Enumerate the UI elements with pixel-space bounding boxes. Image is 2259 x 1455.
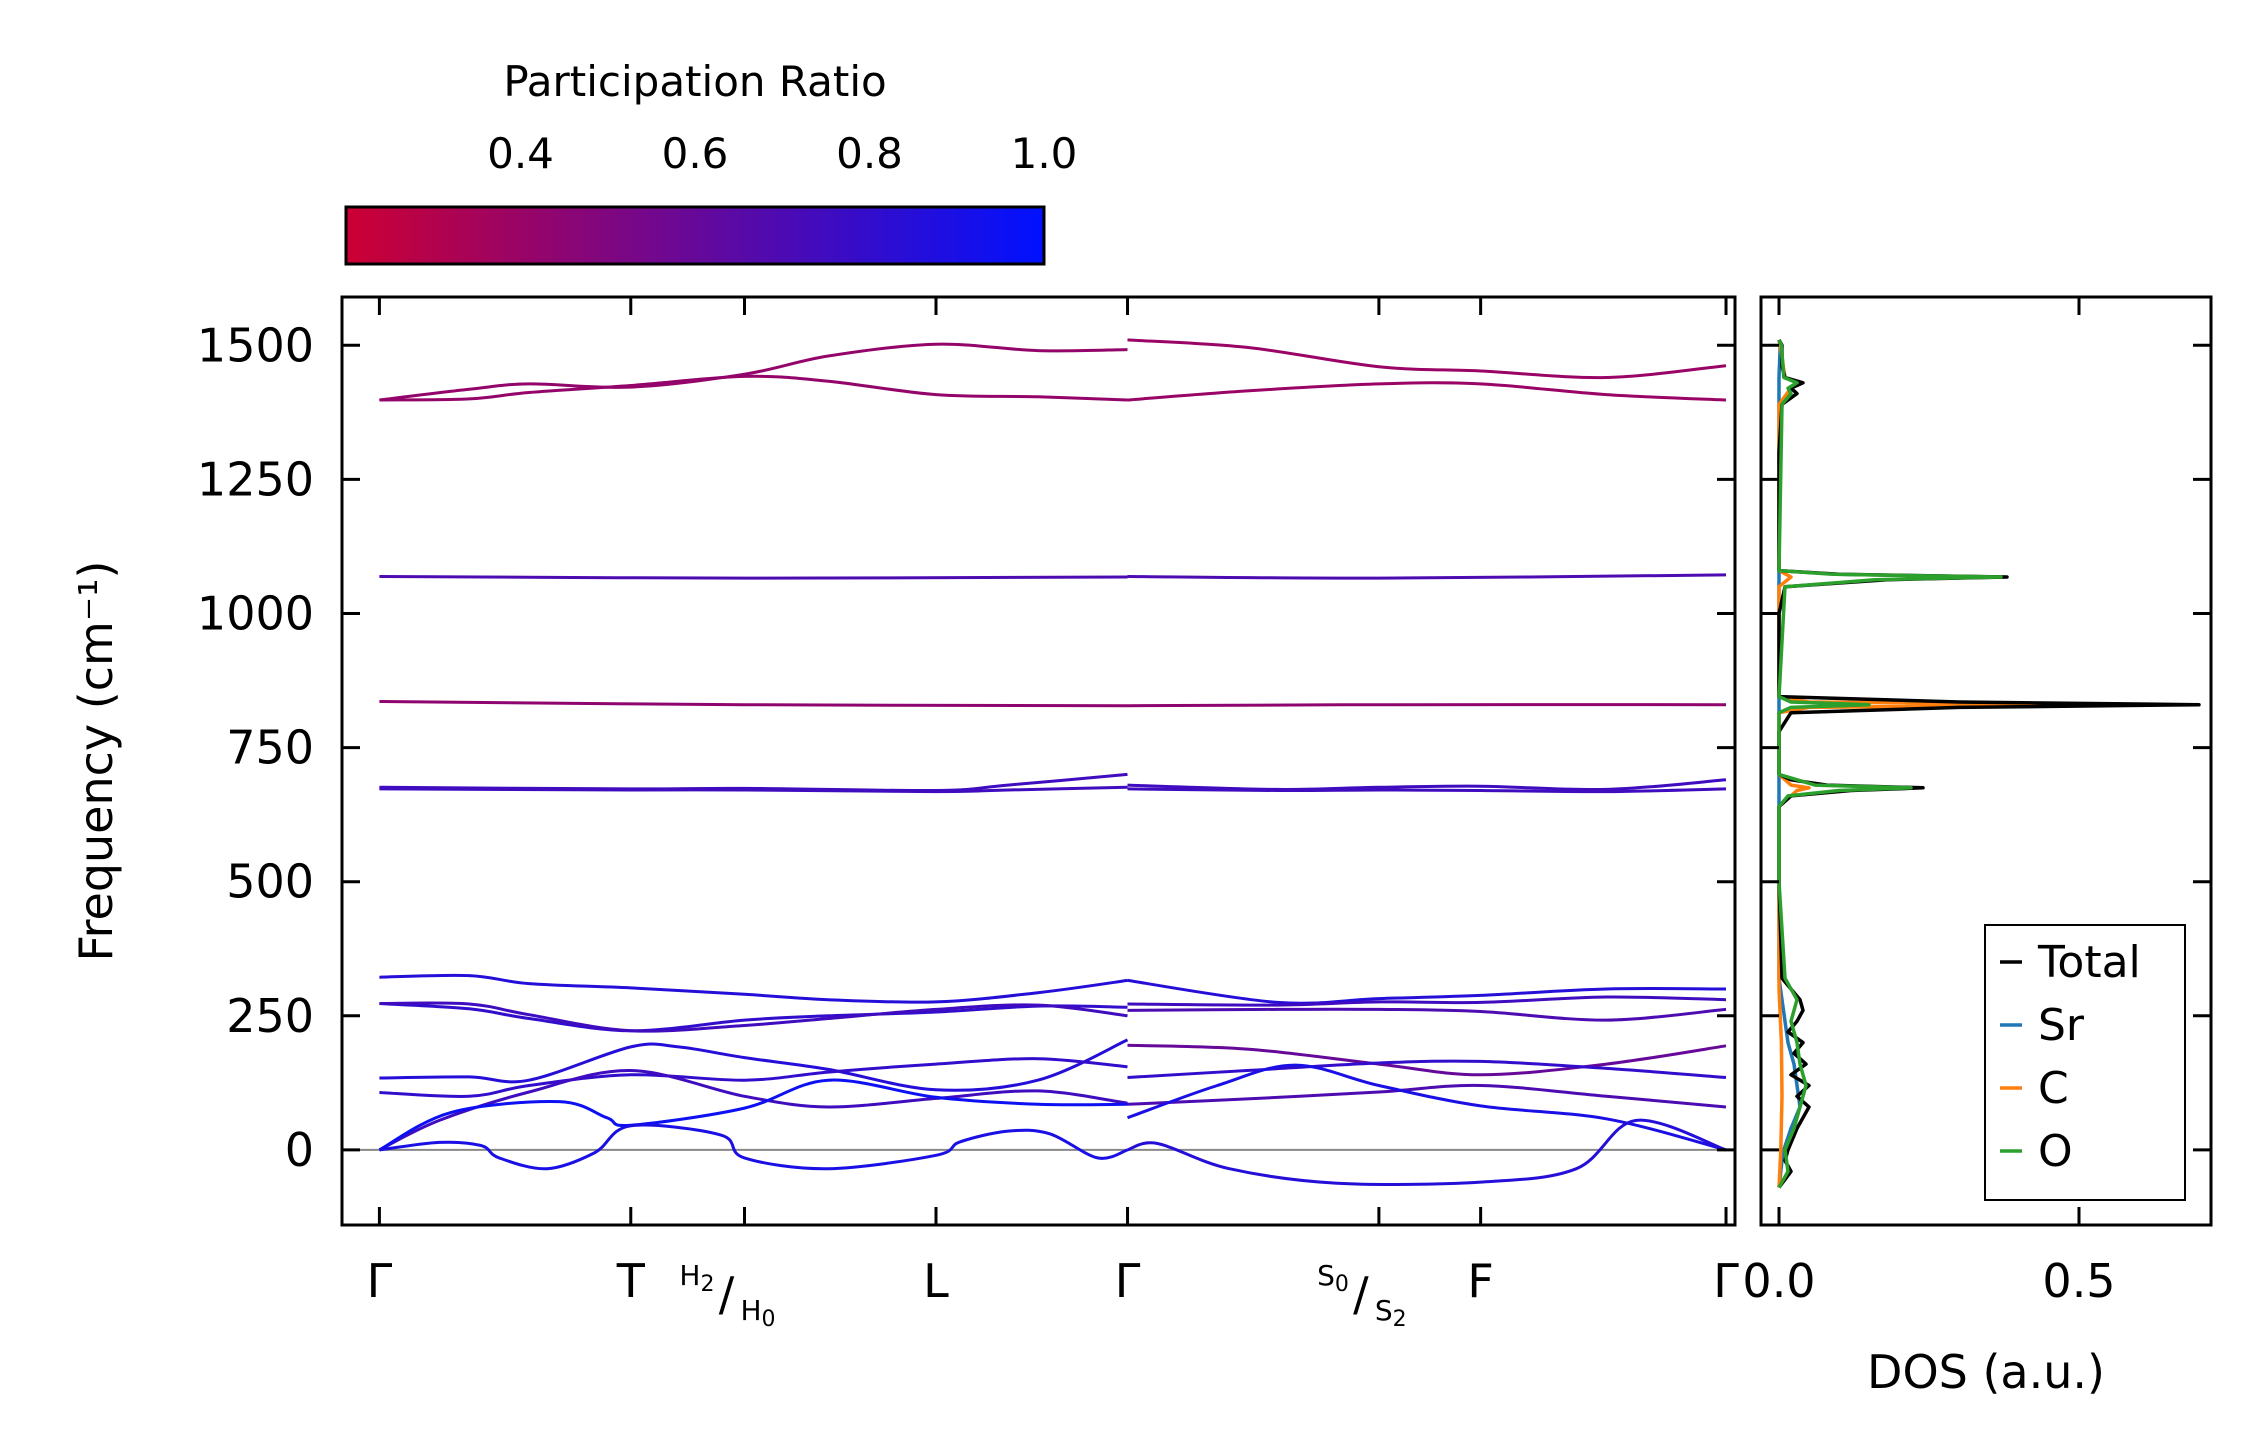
band-line-b7 <box>379 973 1128 1004</box>
y-tick-label: 1500 <box>197 318 314 372</box>
dos-lines <box>1777 339 2201 1189</box>
band-line-c8 <box>1127 995 1727 1007</box>
k-point-label-fraction: H2/H0 <box>679 1259 775 1332</box>
y-tick-label: 0 <box>285 1123 314 1177</box>
colorbar-tick-label: 0.6 <box>662 129 729 178</box>
dos-axes-frame <box>1759 295 2213 1227</box>
band-line-b9 <box>379 1001 1128 1033</box>
band-axes-frame <box>340 295 1737 1227</box>
band-line-c2 <box>1127 381 1727 402</box>
band-line-c11 <box>1127 1059 1727 1079</box>
k-point-label-fraction: S0/S2 <box>1317 1259 1407 1332</box>
k-point-denominator: H0 <box>740 1294 775 1332</box>
legend: Total Sr CO <box>2000 937 2141 1177</box>
band-line-b13 <box>378 1078 1128 1152</box>
band-line-b10 <box>379 1038 1129 1092</box>
k-point-denominator: S2 <box>1375 1294 1407 1332</box>
band-line-b12 <box>378 1068 1128 1152</box>
band-structure-lines <box>342 338 1735 1186</box>
dos-line-o <box>1777 339 2003 1189</box>
colorbar-tick-label: 0.4 <box>487 129 554 178</box>
dos-x-axis-title: DOS (a.u.) <box>1867 1345 2105 1399</box>
band-line-b6 <box>379 785 1128 794</box>
band-line-b4 <box>379 700 1128 708</box>
band-line-c6 <box>1127 787 1727 794</box>
colorbar-tick-label: 1.0 <box>1011 129 1078 178</box>
band-line-b14 <box>379 1123 1129 1171</box>
band-line-c13 <box>1127 1063 1727 1152</box>
k-point-slash: / <box>1353 1267 1369 1321</box>
colorbar-ticks: 0.4 0.6 0.8 1.0 <box>487 129 1077 264</box>
k-point-label: F <box>1467 1254 1493 1308</box>
band-line-c9 <box>1127 1007 1727 1022</box>
k-point-label: Γ <box>1115 1254 1141 1308</box>
band-line-b2 <box>379 342 1128 402</box>
colorbar <box>344 205 1046 266</box>
y-tick-label: 1000 <box>197 586 314 640</box>
k-point-label: Γ <box>367 1254 393 1308</box>
k-point-label: L <box>923 1254 949 1308</box>
y-tick-label: 750 <box>226 721 314 775</box>
legend-box <box>1984 924 2186 1201</box>
band-line-b11 <box>379 1057 1128 1098</box>
colorbar-tick-label: 0.8 <box>836 129 903 178</box>
y-tick-label: 500 <box>226 855 314 909</box>
band-line-b8 <box>379 1002 1128 1033</box>
k-point-slash: / <box>719 1267 735 1321</box>
dos-x-tick-label: 0.5 <box>2042 1254 2115 1308</box>
dos-axes: 0.0 0.5 <box>1742 297 2211 1308</box>
band-line-c12 <box>1127 1083 1727 1109</box>
band-line-c4 <box>1127 703 1727 708</box>
band-line-c7 <box>1127 978 1727 1005</box>
band-line-b3 <box>379 575 1128 580</box>
band-line-c1 <box>1127 338 1727 380</box>
legend-label-total: Total <box>2037 937 2141 988</box>
k-point-numerator: H2 <box>679 1259 714 1297</box>
band-line-b1 <box>379 374 1128 402</box>
colorbar-title: Participation Ratio <box>503 57 886 106</box>
band-line-c10 <box>1127 1043 1727 1077</box>
band-line-c3 <box>1127 573 1727 580</box>
k-point-label: T <box>616 1254 646 1308</box>
legend-label-c: C <box>2038 1063 2069 1114</box>
band-line-c14 <box>1127 1118 1727 1186</box>
band-line-c5 <box>1127 778 1727 792</box>
dos-x-tick-label: 0.0 <box>1742 1254 1815 1308</box>
y-axis-title: Frequency (cm⁻¹) <box>69 561 123 962</box>
y-tick-label: 250 <box>226 989 314 1043</box>
k-point-numerator: S0 <box>1317 1259 1349 1297</box>
k-point-label: Γ <box>1713 1254 1739 1308</box>
y-tick-label: 1250 <box>197 452 314 506</box>
legend-label-sr: Sr <box>2038 1000 2085 1051</box>
legend-label-o: O <box>2038 1126 2073 1177</box>
